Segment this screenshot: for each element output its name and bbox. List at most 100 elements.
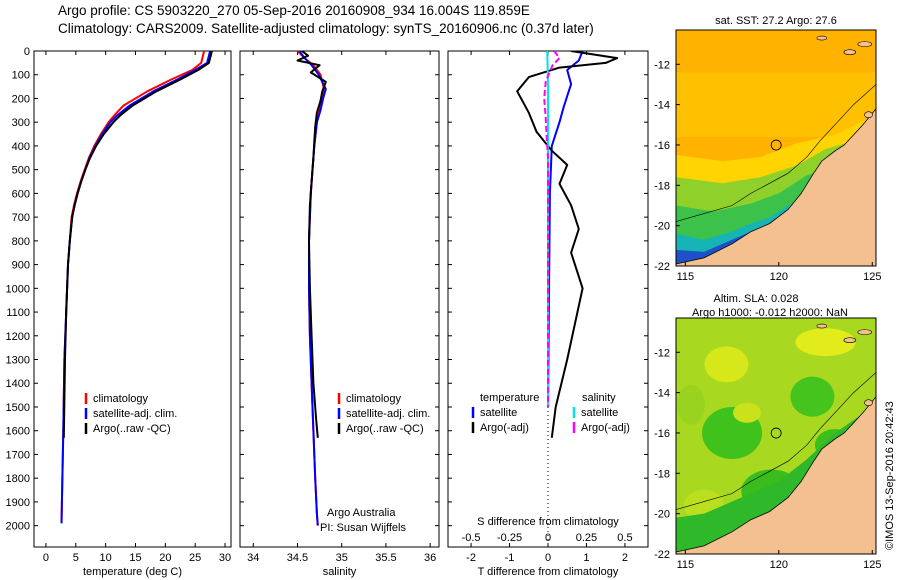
sst_map-xtick-label: 115: [677, 271, 695, 283]
sst_map-field: [676, 30, 876, 266]
agency-label: Argo Australia: [327, 507, 396, 519]
temperature-series: [60, 51, 213, 524]
sla_map-island: [864, 399, 873, 407]
sla-anomaly-blob: [676, 384, 705, 425]
legend-temperature-title: temperature: [480, 392, 539, 404]
sla_map-isobath: [676, 372, 876, 510]
sla_map-island: [843, 337, 857, 343]
salinity-line-argo-raw-qc-: [296, 51, 327, 438]
temperature-ytick-label: 1300: [6, 355, 30, 367]
sla_map-panel: 115 120 125 -12 -14 -16 -18 -20 -22: [654, 317, 881, 571]
title-line-1: Argo profile: CS 5903220_270 05-Sep-2016…: [58, 3, 530, 18]
sst_map-island: [857, 41, 873, 47]
sla-anomaly-blob: [790, 376, 835, 417]
sla_map-field: [676, 318, 876, 554]
temperature-xtick-label: 20: [159, 552, 171, 564]
temperature-ytick-label: 100: [12, 70, 30, 82]
sst_map-ytick-label: -20: [654, 221, 670, 233]
sla_map-ytick-label: -22: [654, 549, 670, 561]
temperature-xtick-label: 15: [129, 552, 141, 564]
sla-anomaly-blob: [795, 328, 856, 357]
temperature-ytick-label: 1000: [6, 283, 30, 295]
salinity-xlabel: salinity: [323, 566, 357, 578]
temperature-legend-label: Argo(..raw -QC): [93, 423, 171, 435]
temperature-ytick-label: 1800: [6, 473, 30, 485]
sst_map-ytick-label: -12: [654, 59, 670, 71]
temperature-ytick-label: 1600: [6, 426, 30, 438]
sst-map-title: sat. SST: 27.2 Argo: 27.6: [715, 15, 837, 27]
difference-t-legend-label: satellite: [480, 407, 517, 419]
temperature-line-argo-raw-qc-: [62, 51, 213, 438]
difference-s-xlabel: S difference from climatology: [477, 516, 619, 528]
sst_map-ytick-label: -16: [654, 140, 670, 152]
temperature-xtick-label: 30: [219, 552, 231, 564]
difference-xtick-label: 0: [545, 552, 551, 564]
sst_map-panel: 115 120 125 -12 -14 -16 -18 -20 -22: [654, 29, 881, 283]
salinity-frame: [239, 50, 440, 548]
temperature-ytick-label: 400: [12, 141, 30, 153]
sst_map-island: [843, 49, 857, 55]
temperature-ytick-label: 900: [12, 260, 30, 272]
sst_map-ytick-label: -22: [654, 261, 670, 273]
sla_map-land: [676, 396, 876, 554]
sst_map-xtick-label: 125: [863, 271, 881, 283]
sst_map-ytick-label: -14: [654, 100, 670, 112]
sla_map-frame: [675, 317, 877, 555]
difference-xtick-label: 1: [583, 552, 589, 564]
temperature-ytick-label: 500: [12, 165, 30, 177]
salinity-series: [296, 51, 327, 526]
temperature-ytick-label: 700: [12, 212, 30, 224]
credit-label: ©IMOS 13-Sep-2016 20:42:43: [884, 401, 896, 550]
salinity-legend-label: Argo(..raw -QC): [346, 423, 424, 435]
difference-s-legend-label: satellite: [581, 407, 618, 419]
sla_map-ytick-label: -20: [654, 509, 670, 521]
difference-s-xtick-label: 0.25: [576, 532, 597, 544]
sla_map-ytick-label: -18: [654, 468, 670, 480]
temperature-ytick-label: 1400: [6, 378, 30, 390]
sla-anomaly-blob: [704, 346, 749, 383]
salinity-xtick-label: 36: [424, 552, 436, 564]
sla_map-ytick-label: -16: [654, 428, 670, 440]
sla-anomaly-blob: [733, 402, 762, 423]
temperature-xtick-label: 5: [73, 552, 79, 564]
title-line-2: Climatology: CARS2009. Satellite-adjuste…: [58, 21, 594, 36]
difference-xtick-label: -1: [505, 552, 515, 564]
pi-label: PI: Susan Wijffels: [320, 522, 406, 534]
difference-line-s-argo-adj-: [543, 51, 561, 407]
difference-line-s-satellite: [546, 51, 549, 407]
sla_map-float-marker: [770, 427, 782, 439]
sla_map-ytick-label: -14: [654, 388, 670, 400]
salinity-xtick-label: 34: [247, 552, 259, 564]
difference-s-xtick-label: -0.5: [462, 532, 481, 544]
temperature-panel: 0 5 10 15 20 25 30 temperature (deg C) 0 100 200 30…: [6, 46, 232, 578]
difference-s-xtick-label: 0.5: [617, 532, 632, 544]
temperature-frame: [33, 50, 232, 548]
sla-map-title: Altim. SLA: 0.028: [714, 293, 799, 305]
temperature-ytick-label: 800: [12, 236, 30, 248]
difference-t-legend-label: Argo(-adj): [480, 422, 529, 434]
difference-xtick-label: 2: [622, 552, 628, 564]
temperature-ytick-label: 600: [12, 188, 30, 200]
sst-band: [676, 72, 876, 137]
salinity-xtick-label: 34.5: [287, 552, 308, 564]
sla-map-subtitle: Argo h1000: -0.012 h2000: NaN: [692, 307, 848, 319]
temperature-xtick-label: 0: [43, 552, 49, 564]
sla_map-xtick-label: 120: [770, 559, 788, 571]
legend-salinity-title: salinity: [582, 392, 616, 404]
sst_map-xtick-label: 120: [770, 271, 788, 283]
sst_map-float-marker: [770, 139, 782, 151]
difference-line-t-argo-adj-: [516, 51, 619, 438]
sla_map-island: [857, 329, 873, 335]
difference-panel: -2 -1 0 1 2T difference from climatology -0.5…: [447, 50, 649, 578]
sla_map-xtick-label: 115: [677, 559, 695, 571]
sla_map-ytick-label: -12: [654, 347, 670, 359]
difference-s-legend-label: Argo(-adj): [581, 422, 630, 434]
difference-xlabel: T difference from climatology: [478, 566, 619, 578]
sst_map-isobath: [676, 84, 876, 222]
salinity-legend-label: climatology: [346, 393, 402, 405]
temperature-ytick-label: 1200: [6, 331, 30, 343]
temperature-ytick-label: 2000: [6, 521, 30, 533]
sla_map-island: [816, 323, 828, 329]
salinity-legend-label: satellite-adj. clim.: [346, 408, 430, 420]
